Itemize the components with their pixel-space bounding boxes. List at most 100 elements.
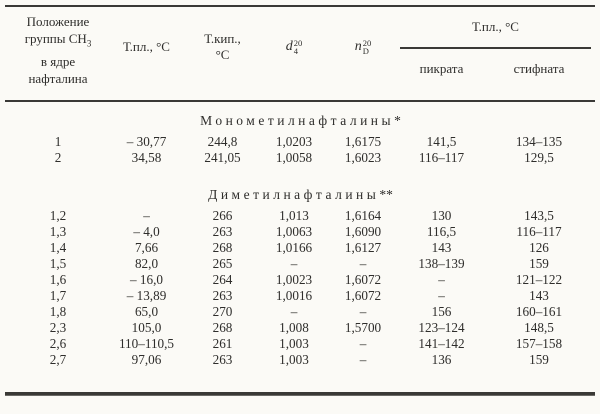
table-cell: 1,8: [49, 304, 67, 319]
header-picrate: пикрата: [419, 61, 464, 76]
table-cell: 263: [212, 224, 233, 239]
table-cell: 116–117: [418, 150, 465, 165]
table-cell: 2,6: [49, 336, 67, 351]
table-cell: 141–142: [418, 336, 465, 351]
table-cell: 157–158: [515, 336, 563, 351]
table-cell: 2: [54, 150, 62, 165]
density-supsub: 20 4: [293, 37, 303, 56]
table-cell: –: [290, 256, 298, 271]
header-boiling-point-line1: Т.кип.,: [204, 30, 241, 46]
table-cell: 143,5: [524, 208, 554, 223]
header-density: d 20 4: [260, 7, 328, 100]
table-cell: 263: [212, 352, 233, 367]
density-symbol: d: [285, 38, 293, 54]
header-position-line3: в ядре: [40, 53, 76, 69]
table-cell: 141,5: [426, 134, 457, 149]
table-cell: 1,003: [279, 352, 309, 367]
ch3-subscript: 3: [86, 38, 92, 49]
header-refractive-index: n 20 D: [328, 7, 398, 100]
section-rows: 1,2 – 266 1,013 1,6164 130 143,5 1,3 – 4,0 263 1,0…: [8, 208, 600, 368]
table-cell: –: [143, 208, 150, 223]
header-rule: [5, 100, 595, 102]
table-cell: 264: [212, 272, 233, 287]
table-cell: 7,66: [134, 240, 159, 255]
bottom-rule: [5, 392, 595, 396]
header-position-line1: Положение: [26, 14, 90, 29]
refractive-sup: 20: [362, 37, 372, 48]
section-title: Монометилнафталины*: [8, 112, 593, 130]
section-footnote-marker: **: [379, 187, 393, 202]
table-cell: 1,0023: [275, 272, 313, 287]
section-title-text: Монометилнафталины: [200, 113, 395, 128]
table-cell: 1,6175: [344, 134, 382, 149]
table-cell: 1,7: [49, 288, 67, 303]
table-cell: 159: [529, 352, 549, 367]
table-cell: 268: [212, 240, 233, 255]
table-row: 2,3 105,0 268 1,008 1,5700 123–124 148,5: [8, 320, 600, 336]
table-row: 1,2 – 266 1,013 1,6164 130 143,5: [8, 208, 600, 224]
table-cell: 1,4: [49, 240, 67, 255]
table-cell: –: [359, 352, 367, 367]
table-row: 1 – 30,77 244,8 1,0203 1,6175 141,5 134–135: [8, 134, 600, 150]
table-cell: 143: [431, 240, 452, 255]
table-row: 2 34,58 241,05 1,0058 1,6023 116–117 129,5: [8, 150, 600, 166]
refractive-symbol: n: [354, 38, 362, 54]
table-cell: 1,0166: [275, 240, 313, 255]
table-row: 1,8 65,0 270 – – 156 160–161: [8, 304, 600, 320]
derivatives-subheaders: пикрата стифната: [398, 49, 593, 77]
refractive-sub: D: [362, 45, 369, 56]
table-cell: – 4,0: [133, 224, 160, 239]
header-position-column: Положение группы CH3 в ядре нафталина: [8, 7, 108, 100]
table-cell: 34,58: [131, 150, 162, 165]
table-cell: 105,0: [131, 320, 162, 335]
table-cell: 1,0203: [275, 134, 313, 149]
table-cell: 266: [212, 208, 233, 223]
refractive-supsub: 20 D: [362, 37, 372, 56]
header-position-line4: нафталина: [28, 70, 88, 86]
table-cell: –: [359, 256, 367, 271]
table-cell: 1,003: [279, 336, 309, 351]
table-cell: 116,5: [426, 224, 457, 239]
table-cell: 1,6164: [344, 208, 382, 223]
table-cell: 1,013: [279, 208, 309, 223]
table-cell: 97,06: [131, 352, 162, 367]
section-rows: 1 – 30,77 244,8 1,0203 1,6175 141,5 134–135 2 34…: [8, 134, 600, 166]
table-cell: 244,8: [207, 134, 238, 149]
table-cell: 110–110,5: [118, 336, 175, 351]
section-title: Диметилнафталины**: [8, 186, 593, 204]
table-cell: 134–135: [515, 134, 563, 149]
table-cell: 148,5: [524, 320, 554, 335]
table-cell: 1,008: [279, 320, 309, 335]
table-cell: 268: [212, 320, 233, 335]
header-styphnate: стифната: [513, 61, 565, 76]
table-cell: 2,7: [49, 352, 67, 367]
table-cell: 241,05: [204, 150, 241, 165]
table-cell: 1: [54, 134, 62, 149]
table-body: Монометилнафталины* 1– 30,77 244,8 1,0203 1,…: [8, 112, 600, 368]
density-sub: 4: [293, 45, 298, 56]
table-cell: 1,5: [49, 256, 67, 271]
table-cell: 1,3: [49, 224, 67, 239]
table-cell: 1,6127: [344, 240, 382, 255]
scanned-table-page: Положение группы CH3 в ядре нафталина Т.…: [0, 5, 600, 414]
table-cell: 261: [212, 336, 233, 351]
table-cell: 1,6090: [344, 224, 382, 239]
density-sup: 20: [293, 37, 303, 48]
table-cell: 129,5: [524, 150, 554, 165]
table-cell: 1,0058: [275, 150, 313, 165]
table-header: Положение группы CH3 в ядре нафталина Т.…: [8, 7, 600, 100]
header-derivatives-melting-point: Т.пл., °C: [472, 19, 519, 34]
table-row: 2,7 97,06 263 1,003 – 136 159: [8, 352, 600, 368]
table-cell: –: [359, 336, 367, 351]
table-cell: 1,2: [49, 208, 67, 223]
header-boiling-point: Т.кип., °C: [185, 7, 260, 100]
header-melting-point: Т.пл., °C: [123, 38, 170, 54]
table-cell: 1,6072: [344, 272, 382, 287]
header-position-line2: группы CH3: [25, 30, 92, 53]
table-cell: 1,6072: [344, 288, 382, 303]
table-cell: 263: [212, 288, 233, 303]
table-cell: 1,0016: [275, 288, 313, 303]
table-row: 1,4 7,66 268 1,0166 1,6127 143 126: [8, 240, 600, 256]
table-cell: 1,0063: [275, 224, 313, 239]
table-cell: 159: [529, 256, 549, 271]
